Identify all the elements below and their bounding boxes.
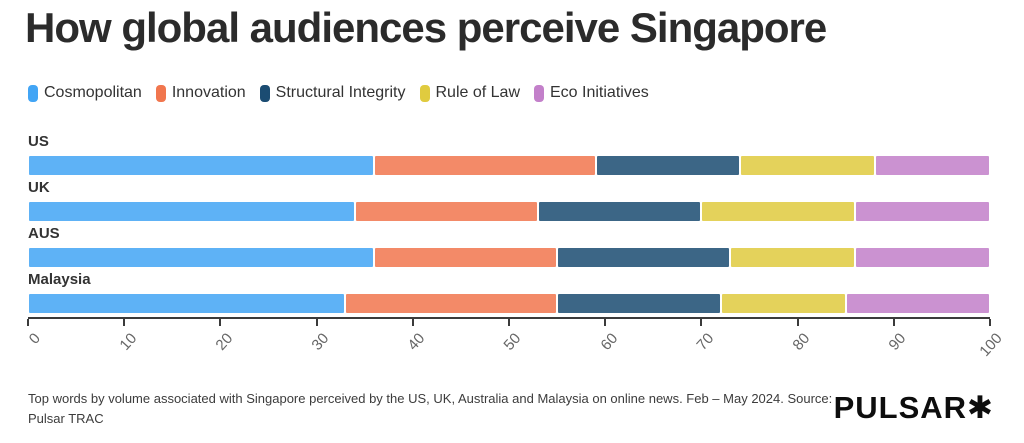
legend-swatch-icon: [28, 84, 38, 102]
bar-segment: [28, 293, 346, 314]
x-axis-tick-mark: [700, 319, 703, 326]
bar-segment: [28, 201, 356, 222]
bar-segment: [345, 293, 558, 314]
x-axis-tick-mark: [604, 319, 607, 326]
bar-segment: [874, 155, 990, 176]
x-axis-tick-mark: [411, 319, 414, 326]
bar-row-label: UK: [28, 179, 50, 196]
x-axis-tick-label: 50: [500, 330, 525, 354]
x-axis-tick-mark: [989, 319, 991, 326]
x-axis-tick-mark: [315, 319, 318, 326]
legend: Cosmopolitan Innovation Structural Integri…: [28, 84, 649, 102]
x-axis-tick-label: 60: [597, 330, 621, 354]
legend-item: Rule of Law: [419, 84, 521, 102]
bar-segment: [28, 155, 375, 176]
bar-row: US: [28, 132, 990, 178]
pulsar-logo: PULSAR✱: [833, 390, 994, 425]
x-axis-tick-mark: [796, 319, 799, 326]
legend-item: Cosmopolitan: [28, 84, 142, 102]
bar-row-label: Malaysia: [28, 271, 91, 288]
x-axis-tick-label: 80: [789, 330, 814, 354]
stacked-bar: [28, 293, 990, 314]
x-axis-tick-label: 10: [116, 330, 140, 354]
x-axis-tick-label: 70: [693, 330, 718, 354]
bar-segment: [720, 293, 846, 314]
legend-swatch-icon: [155, 84, 166, 102]
bar-segment: [374, 155, 596, 176]
x-axis-tick-mark: [27, 319, 29, 326]
x-axis-tick-mark: [892, 319, 895, 326]
bar-segment: [537, 201, 702, 222]
x-axis-tick-label: 90: [885, 330, 910, 354]
bar-segment: [374, 247, 558, 268]
bar-row-label: US: [28, 133, 49, 150]
x-axis-tick-label: 0: [25, 330, 44, 348]
legend-swatch-icon: [419, 84, 430, 102]
bar-row: UK: [28, 178, 990, 224]
legend-label: Innovation: [171, 84, 246, 101]
legend-item: Structural Integrity: [259, 84, 406, 102]
stacked-bar-chart: US UK AUS Malaysia: [28, 132, 990, 316]
legend-item: Eco Initiatives: [534, 84, 649, 102]
legend-item: Innovation: [155, 84, 246, 102]
bar-segment: [595, 155, 740, 176]
bar-segment: [845, 293, 990, 314]
bar-segment: [557, 293, 721, 314]
source-note: Top words by volume associated with Sing…: [28, 391, 833, 427]
stacked-bar: [28, 247, 990, 268]
bar-segment: [855, 247, 990, 268]
bar-row: AUS: [28, 224, 990, 270]
bar-segment: [28, 247, 375, 268]
stacked-bar: [28, 155, 990, 176]
bar-segment: [355, 201, 538, 222]
x-axis-tick-mark: [219, 319, 222, 326]
x-axis: 0 10 20 30 40 50 60 70 80 90 100: [25, 317, 1006, 369]
bar-segment: [855, 201, 990, 222]
legend-label: Eco Initiatives: [550, 84, 649, 101]
x-axis-tick-label: 40: [404, 330, 429, 354]
legend-label: Structural Integrity: [275, 84, 406, 101]
bar-segment: [739, 155, 875, 176]
x-axis-tick-mark: [123, 319, 126, 326]
x-axis-tick-label: 30: [308, 330, 333, 354]
legend-label: Cosmopolitan: [44, 84, 142, 101]
x-axis-tick-label: 100: [976, 330, 1006, 360]
legend-swatch-icon: [534, 84, 544, 102]
bar-row: Malaysia: [28, 270, 990, 316]
bar-row-label: AUS: [28, 225, 60, 242]
bar-segment: [557, 247, 731, 268]
chart-title: How global audiences perceive Singapore: [25, 4, 827, 51]
x-axis-tick-mark: [508, 319, 510, 326]
legend-swatch-icon: [259, 84, 270, 102]
bar-segment: [730, 247, 856, 268]
legend-label: Rule of Law: [435, 84, 521, 101]
x-axis-tick-label: 20: [212, 330, 237, 354]
bar-segment: [701, 201, 856, 222]
footer: Top words by volume associated with Sing…: [28, 389, 994, 429]
stacked-bar: [28, 201, 990, 222]
